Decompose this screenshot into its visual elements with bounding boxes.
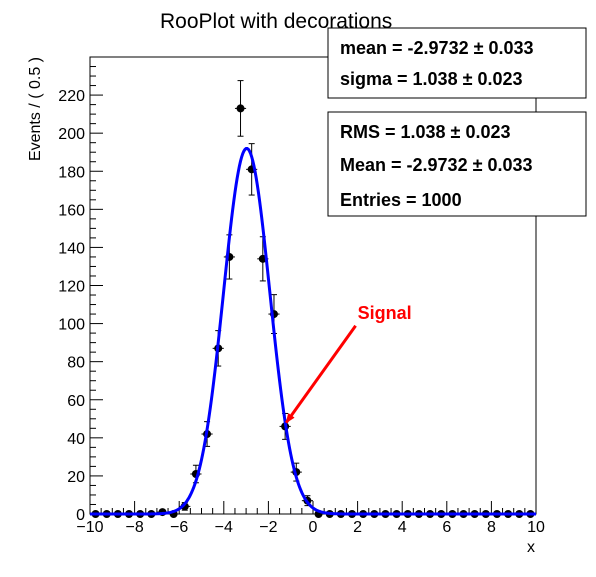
x-axis-label: x [527, 539, 535, 556]
x-tick-label: −2 [259, 519, 277, 536]
stats-entries-line: Entries = 1000 [340, 190, 462, 210]
y-tick-label: 180 [58, 164, 85, 181]
x-tick-label: 0 [309, 519, 318, 536]
fit-mean-line: mean = -2.9732 ± 0.033 [340, 38, 534, 58]
y-tick-label: 120 [58, 279, 85, 296]
x-tick-label: 4 [398, 519, 407, 536]
x-tick-label: 10 [527, 519, 545, 536]
signal-arrow [285, 324, 357, 424]
signal-label: Signal [358, 303, 412, 323]
y-tick-label: 60 [67, 393, 85, 410]
stats-mean-line: Mean = -2.9732 ± 0.033 [340, 155, 533, 175]
y-axis-ticks: 0 20 40 60 80 100 120 140 160 180 200 220 [58, 88, 103, 524]
x-tick-label: 2 [353, 519, 362, 536]
x-tick-label: −10 [76, 519, 103, 536]
y-minor-ticks [90, 66, 96, 505]
y-tick-label: 100 [58, 317, 85, 334]
x-tick-label: 8 [487, 519, 496, 536]
y-tick-label: 80 [67, 355, 85, 372]
y-axis-label: Events / ( 0.5 ) [27, 57, 44, 161]
x-tick-label: 6 [442, 519, 451, 536]
y-tick-label: 160 [58, 202, 85, 219]
fit-params-box: mean = -2.9732 ± 0.033 sigma = 1.038 ± 0… [327, 27, 587, 99]
chart-title: RooPlot with decorations [160, 10, 392, 33]
data-point [234, 80, 247, 137]
y-tick-label: 220 [58, 88, 85, 105]
gaussian-fit-curve [90, 146, 536, 516]
x-tick-label: −6 [170, 519, 188, 536]
y-tick-label: 140 [58, 240, 85, 257]
x-tick-label: −8 [125, 519, 143, 536]
y-tick-label: 0 [76, 507, 85, 524]
y-tick-label: 20 [67, 469, 85, 486]
x-axis-ticks: −10 −8 −6 −4 −2 0 2 4 6 8 10 [76, 501, 545, 536]
fit-sigma-line: sigma = 1.038 ± 0.023 [340, 69, 523, 89]
y-tick-label: 40 [67, 431, 85, 448]
stats-rms-line: RMS = 1.038 ± 0.023 [340, 122, 510, 142]
x-tick-label: −4 [215, 519, 233, 536]
stats-box: RMS = 1.038 ± 0.023 Mean = -2.9732 ± 0.0… [327, 111, 587, 217]
y-tick-label: 200 [58, 126, 85, 143]
